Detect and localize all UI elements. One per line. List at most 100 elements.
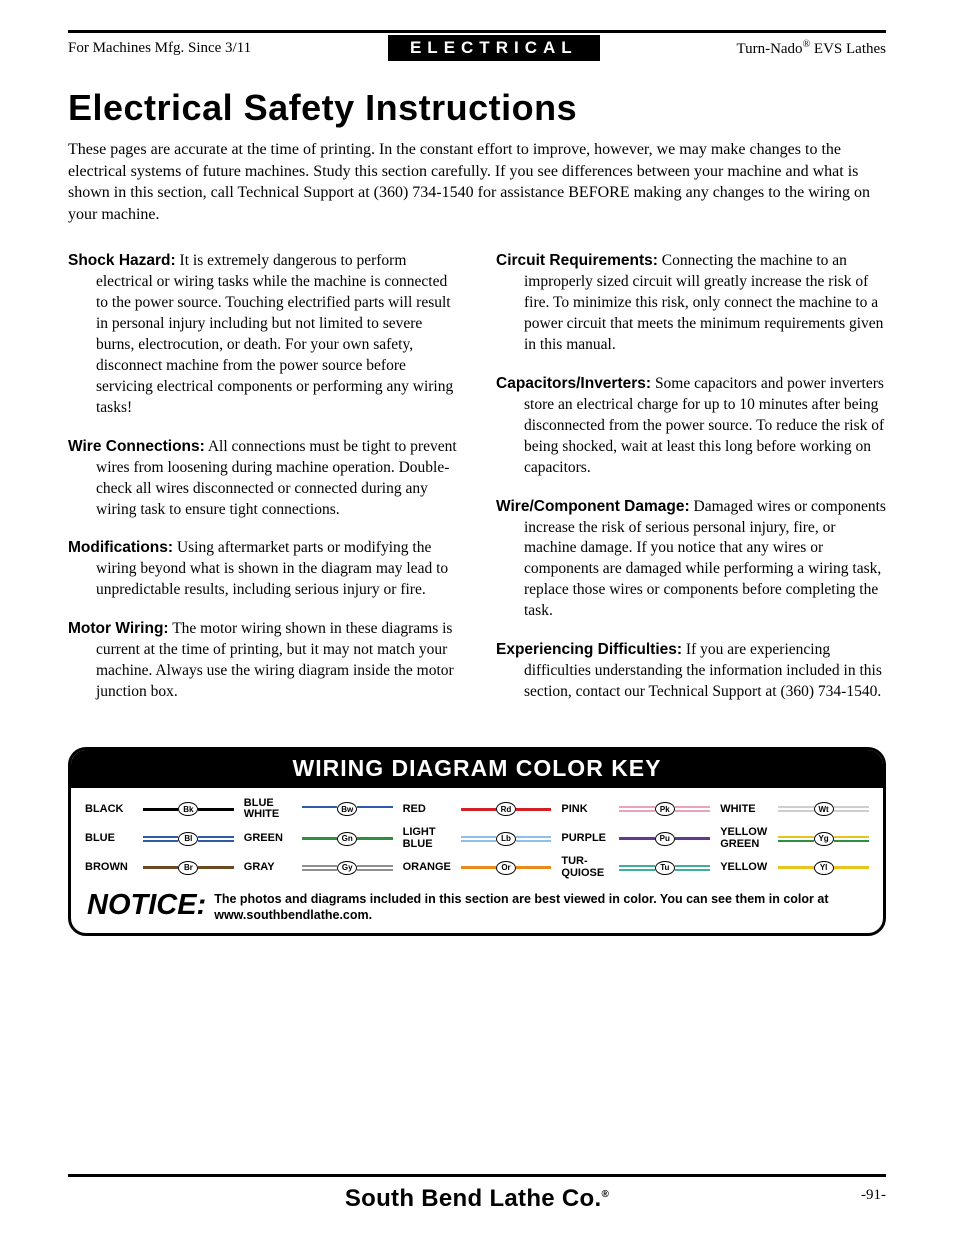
safety-item: Circuit Requirements: Connecting the mac…: [496, 251, 886, 356]
wire-swatch: Pu: [619, 832, 710, 846]
wire-abbr: Yg: [814, 832, 834, 846]
wire-swatch: Gy: [302, 861, 393, 875]
safety-item-label: Motor Wiring:: [68, 620, 169, 637]
notice-text: The photos and diagrams included in this…: [214, 889, 867, 923]
page-header: For Machines Mfg. Since 3/11 ELECTRICAL …: [68, 35, 886, 61]
wire-swatch: Tu: [619, 861, 710, 875]
color-key-label: ORANGE: [403, 862, 455, 874]
wire-abbr: Pk: [655, 802, 675, 816]
wire-abbr: Bl: [178, 832, 198, 846]
wire-abbr: Bk: [178, 802, 198, 816]
wire-abbr: Bw: [337, 802, 357, 816]
wire-swatch: Or: [461, 861, 552, 875]
header-center-badge: ELECTRICAL: [388, 35, 600, 61]
page-title: Electrical Safety Instructions: [68, 87, 886, 129]
wire-swatch: Bk: [143, 802, 234, 816]
safety-item: Motor Wiring: The motor wiring shown in …: [68, 619, 458, 703]
safety-item: Wire Connections: All connections must b…: [68, 437, 458, 521]
wire-swatch: Rd: [461, 802, 552, 816]
color-key-entry: GRAY Gy: [244, 856, 393, 879]
safety-item-label: Capacitors/Inverters:: [496, 375, 651, 392]
safety-item: Experiencing Difficulties: If you are ex…: [496, 640, 886, 703]
color-key-label: GRAY: [244, 862, 296, 874]
color-key-label: YELLOW: [720, 862, 772, 874]
color-key-grid: BLACK Bk BLUE WHITE Bw RED Rd PINK Pk WHITE Wt BLU…: [71, 788, 883, 885]
safety-item: Wire/Component Damage: Damaged wires or …: [496, 497, 886, 623]
header-right-suffix: EVS Lathes: [810, 41, 886, 57]
wire-abbr: Br: [178, 861, 198, 875]
wire-swatch: Lb: [461, 832, 552, 846]
safety-item-label: Wire Connections:: [68, 438, 205, 455]
color-key-entry: YELLOW GREEN Yg: [720, 827, 869, 850]
color-key-entry: WHITE Wt: [720, 798, 869, 821]
color-key-entry: TUR-QUIOSE Tu: [561, 856, 710, 879]
color-key-label: PURPLE: [561, 833, 613, 845]
wire-abbr: Gn: [337, 832, 357, 846]
right-column: Circuit Requirements: Connecting the mac…: [496, 251, 886, 721]
header-right-prefix: Turn-Nado: [736, 41, 802, 57]
color-key-title: WIRING DIAGRAM COLOR KEY: [71, 750, 883, 788]
color-key-entry: PINK Pk: [561, 798, 710, 821]
color-key-entry: BLUE Bl: [85, 827, 234, 850]
page-footer: South Bend Lathe Co.® -91-: [68, 1174, 886, 1213]
wire-swatch: Bl: [143, 832, 234, 846]
wire-swatch: Yl: [778, 861, 869, 875]
wire-swatch: Gn: [302, 832, 393, 846]
wire-abbr: Yl: [814, 861, 834, 875]
content-columns: Shock Hazard: It is extremely dangerous …: [68, 251, 886, 721]
wire-abbr: Wt: [814, 802, 834, 816]
footer-page-number: -91-: [861, 1187, 886, 1204]
color-key-label: LIGHT BLUE: [403, 827, 455, 850]
wire-abbr: Gy: [337, 861, 357, 875]
color-key-label: PINK: [561, 804, 613, 816]
color-key-label: BLUE WHITE: [244, 798, 296, 821]
safety-item: Modifications: Using aftermarket parts o…: [68, 538, 458, 601]
wire-swatch: Bw: [302, 802, 393, 816]
color-key-label: BLUE: [85, 833, 137, 845]
wire-abbr: Lb: [496, 832, 516, 846]
color-key-entry: YELLOW Yl: [720, 856, 869, 879]
safety-item-text: Damaged wires or components increase the…: [524, 498, 886, 620]
wire-swatch: Br: [143, 861, 234, 875]
color-key-entry: RED Rd: [403, 798, 552, 821]
color-key-entry: PURPLE Pu: [561, 827, 710, 850]
safety-item-text: It is extremely dangerous to perform ele…: [96, 252, 453, 415]
left-column: Shock Hazard: It is extremely dangerous …: [68, 251, 458, 721]
wire-abbr: Pu: [655, 832, 675, 846]
color-key-entry: BLUE WHITE Bw: [244, 798, 393, 821]
safety-item-label: Modifications:: [68, 539, 173, 556]
wire-abbr: Tu: [655, 861, 675, 875]
color-key-label: GREEN: [244, 833, 296, 845]
wire-abbr: Or: [496, 861, 516, 875]
safety-item-label: Shock Hazard:: [68, 252, 176, 269]
intro-paragraph: These pages are accurate at the time of …: [68, 139, 886, 225]
color-key-entry: BROWN Br: [85, 856, 234, 879]
footer-registered-mark: ®: [601, 1189, 609, 1200]
safety-item: Capacitors/Inverters: Some capacitors an…: [496, 374, 886, 479]
safety-item-label: Experiencing Difficulties:: [496, 641, 682, 658]
color-key-label: RED: [403, 804, 455, 816]
wiring-color-key-box: WIRING DIAGRAM COLOR KEY BLACK Bk BLUE WHI…: [68, 747, 886, 937]
notice-row: NOTICE: The photos and diagrams included…: [71, 885, 883, 933]
color-key-entry: GREEN Gn: [244, 827, 393, 850]
footer-brand-text: South Bend Lathe Co.: [345, 1185, 602, 1212]
color-key-label: TUR-QUIOSE: [561, 856, 613, 879]
safety-item-label: Circuit Requirements:: [496, 252, 658, 269]
notice-label: NOTICE:: [87, 889, 206, 922]
wire-abbr: Rd: [496, 802, 516, 816]
color-key-label: BLACK: [85, 804, 137, 816]
color-key-entry: BLACK Bk: [85, 798, 234, 821]
color-key-entry: LIGHT BLUE Lb: [403, 827, 552, 850]
wire-swatch: Pk: [619, 802, 710, 816]
wire-swatch: Yg: [778, 832, 869, 846]
header-right: Turn-Nado® EVS Lathes: [736, 39, 886, 58]
color-key-label: WHITE: [720, 804, 772, 816]
safety-item-label: Wire/Component Damage:: [496, 498, 690, 515]
color-key-entry: ORANGE Or: [403, 856, 552, 879]
wire-swatch: Wt: [778, 802, 869, 816]
header-left: For Machines Mfg. Since 3/11: [68, 40, 251, 57]
footer-brand: South Bend Lathe Co.®: [345, 1185, 609, 1213]
top-rule: [68, 30, 886, 33]
color-key-label: YELLOW GREEN: [720, 827, 772, 850]
color-key-label: BROWN: [85, 862, 137, 874]
